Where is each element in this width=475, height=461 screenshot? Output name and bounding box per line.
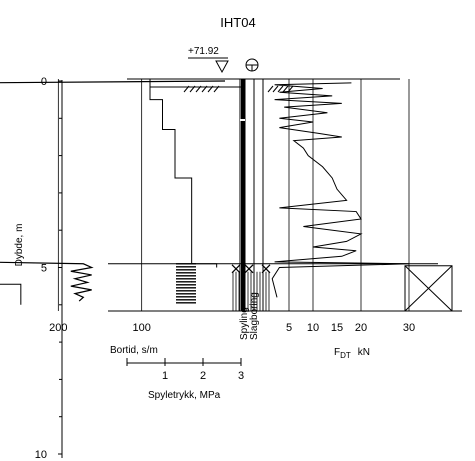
rock-marker [244, 264, 254, 274]
spyletrykk-tick-label: 3 [238, 370, 244, 382]
fdt-line [271, 82, 410, 298]
fdt-axis-label: FDT kN [334, 347, 370, 360]
hatch-mark [213, 85, 220, 93]
chart-frame [108, 78, 462, 312]
x-axes: 300200100510152030123 [49, 322, 415, 382]
hatch-mark [277, 85, 284, 93]
bortid-line [0, 80, 226, 302]
end-box-diagonal [404, 265, 453, 312]
method-columns [231, 79, 271, 311]
bortid-tick-label: 100 [132, 322, 150, 334]
data-series [0, 80, 410, 305]
hatch-mark [282, 85, 289, 93]
annotations [188, 57, 259, 74]
fdt-tick-label: 30 [403, 322, 415, 334]
end-box [404, 265, 453, 312]
fdt-tick-label: 20 [355, 322, 367, 334]
fdt-tick-label: 5 [286, 322, 292, 334]
spyletrykk-axis-label: Spyletrykk, MPa [148, 390, 221, 401]
hatch-mark [201, 85, 208, 93]
spyling-fill [241, 79, 245, 311]
hatch-mark [183, 85, 190, 93]
hatch-mark [207, 85, 214, 93]
hatch-mark [189, 85, 196, 93]
top-rectangle [149, 78, 246, 88]
fdt-tick-label: 10 [307, 322, 319, 334]
fdt-tick-label: 15 [331, 322, 343, 334]
grid-lines [57, 79, 410, 311]
elevation-marker [215, 60, 229, 74]
method-label-slagboring: Slagboring [249, 292, 260, 340]
elevation-label: +71.92 [188, 46, 219, 57]
depth-tick-label: 10 [35, 449, 47, 461]
method-label-spyling: Spyling [239, 307, 250, 340]
bortid-tick-label: 200 [49, 322, 67, 334]
spyletrykk-tick-label: 2 [200, 370, 206, 382]
depth-axis-label: Dybde, m [14, 224, 25, 267]
bortid-profile-line [149, 84, 218, 268]
chart-title: IHT04 [220, 15, 255, 30]
hatch-mark [272, 85, 279, 93]
bortid-axis-label: Bortid, s/m [110, 345, 158, 356]
hatch-mark [195, 85, 202, 93]
bortid-secondary-line [0, 283, 22, 305]
rock-marker [261, 264, 271, 274]
depth-tick-label: 5 [41, 263, 47, 275]
rock-marker [231, 264, 241, 274]
hatch-mark [267, 85, 274, 93]
spyletrykk-tick-label: 1 [162, 370, 168, 382]
